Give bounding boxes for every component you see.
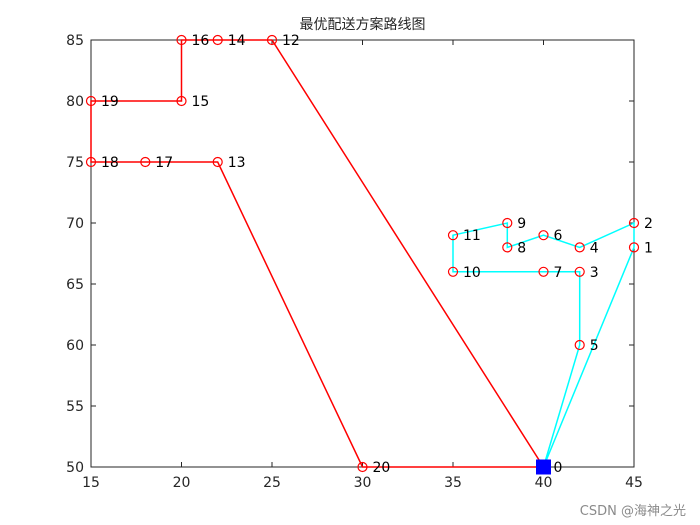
chart-title: 最优配送方案路线图: [300, 16, 426, 33]
y-tick-label: 60: [66, 338, 84, 354]
y-tick-label: 85: [66, 33, 84, 49]
node-marker: [447, 230, 459, 241]
node-marker: [357, 461, 368, 473]
node-marker: [538, 230, 549, 241]
node-marker: [574, 339, 585, 351]
x-tick-label: 45: [625, 475, 643, 491]
node-marker: [176, 95, 187, 107]
y-tick-label: 55: [66, 399, 84, 415]
route-line-1: [452, 221, 635, 468]
node-marker: [574, 242, 585, 253]
node-label: 16: [192, 33, 210, 49]
y-tick-label: 70: [66, 216, 84, 232]
node-marker: [212, 34, 223, 46]
node-marker: [85, 156, 97, 168]
node-marker: [628, 242, 640, 253]
node-label: 19: [101, 94, 119, 110]
node-label: 18: [101, 155, 119, 171]
node-label: 13: [228, 155, 246, 171]
node-label: 1: [644, 240, 653, 256]
node-marker: [502, 217, 513, 229]
node-marker: [447, 266, 459, 277]
node-marker: [574, 266, 585, 277]
route-line-2: [90, 39, 545, 468]
x-tick-label: 35: [444, 475, 462, 491]
y-tick-label: 65: [66, 277, 84, 293]
y-tick-label: 75: [66, 155, 84, 171]
node-marker: [266, 34, 278, 46]
node-label: 0: [554, 460, 563, 476]
route-lines: [90, 39, 635, 468]
node-label: 11: [463, 228, 481, 244]
node-marker: [176, 34, 187, 46]
node-label: 15: [192, 94, 210, 110]
node-label: 9: [517, 216, 526, 232]
node-label: 12: [282, 33, 300, 49]
x-tick-label: 30: [354, 475, 372, 491]
node-markers: [85, 34, 640, 475]
node-label: 8: [517, 240, 526, 256]
node-label: 5: [590, 338, 599, 354]
node-label: 2: [644, 216, 653, 232]
node-marker: [502, 242, 513, 253]
node-marker: [140, 156, 151, 168]
x-tick-label: 40: [535, 475, 553, 491]
node-label: 4: [590, 240, 599, 256]
node-label: 20: [373, 460, 391, 476]
node-label: 17: [155, 155, 173, 171]
node-marker: [212, 156, 223, 168]
watermark: CSDN @海神之光: [579, 504, 686, 519]
x-tick-label: 20: [173, 475, 191, 491]
x-tick-label: 25: [263, 475, 281, 491]
plot-box: [90, 39, 635, 468]
node-label: 7: [554, 265, 563, 281]
x-tick-label: 15: [82, 475, 100, 491]
node-marker: [85, 95, 97, 107]
node-label: 10: [463, 265, 481, 281]
y-tick-label: 50: [66, 460, 84, 476]
node-label: 3: [590, 265, 599, 281]
node-label: 6: [554, 228, 563, 244]
node-marker: [538, 266, 549, 277]
node-label: 14: [228, 33, 246, 49]
node-marker: [628, 217, 640, 229]
depot-marker: [536, 459, 551, 475]
y-tick-label: 80: [66, 94, 84, 110]
